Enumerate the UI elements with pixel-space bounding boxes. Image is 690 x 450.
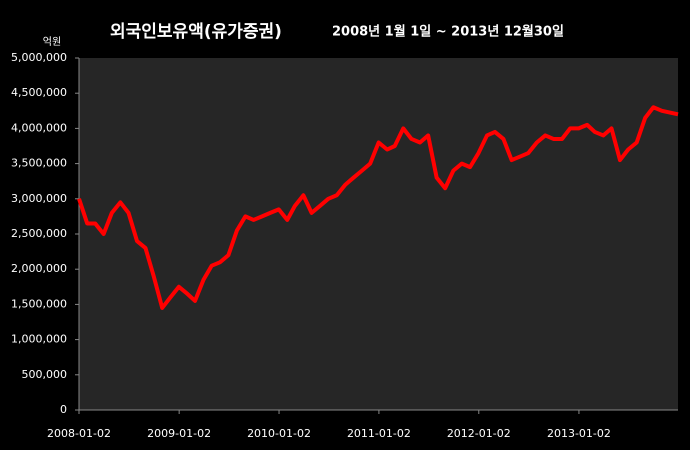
chart-subtitle: 2008년 1월 1일 ~ 2013년 12월30일 [332,24,564,40]
x-tick-label: 2012-01-02 [447,427,511,440]
y-tick-label: 2,500,000 [11,227,67,240]
y-tick-label: 5,000,000 [11,51,67,64]
y-tick-label: 3,000,000 [11,192,67,205]
y-tick-label: 4,500,000 [11,86,67,99]
x-tick-label: 2013-01-02 [547,427,611,440]
plot-area [79,58,678,410]
y-tick-label: 2,000,000 [11,262,67,275]
y-tick-label: 4,000,000 [11,121,67,134]
x-tick-label: 2010-01-02 [247,427,311,440]
x-tick-label: 2008-01-02 [47,427,111,440]
x-tick-label: 2009-01-02 [147,427,211,440]
x-tick-label: 2011-01-02 [347,427,411,440]
y-tick-label: 1,000,000 [11,333,67,346]
y-tick-label: 1,500,000 [11,297,67,310]
y-tick-label: 500,000 [22,368,68,381]
chart-title: 외국인보유액(유가증권) [110,22,282,42]
y-tick-label: 3,500,000 [11,157,67,170]
y-axis-unit: 억원 [43,36,61,48]
data-line [77,105,679,310]
y-tick-label: 0 [60,403,67,416]
